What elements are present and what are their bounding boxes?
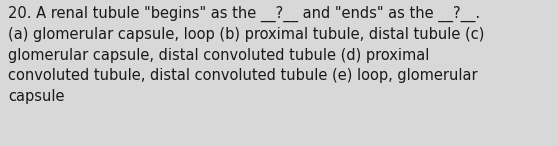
Text: 20. A renal tubule "begins" as the __?__ and "ends" as the __?__.
(a) glomerular: 20. A renal tubule "begins" as the __?__… (8, 6, 485, 104)
